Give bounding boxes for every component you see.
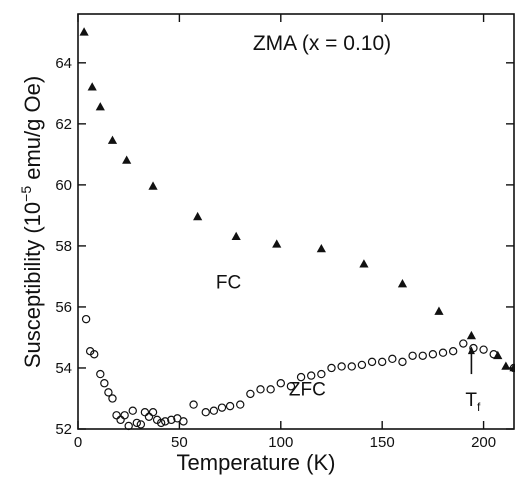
zfc-point — [156, 418, 166, 428]
y-axis: 52 54 56 58 60 62 64 — [55, 55, 514, 438]
zfc-point — [167, 415, 176, 425]
zfc-point — [104, 388, 113, 397]
y-tick-label: 56 — [55, 299, 72, 316]
plot-frame — [77, 13, 515, 430]
tf-arrow-head — [467, 346, 475, 355]
y-tick-label: 62 — [55, 116, 72, 133]
series-label-zfc: ZFC — [289, 379, 326, 400]
zfc-point — [132, 418, 142, 428]
zfc-point — [236, 400, 245, 409]
fc-point — [359, 259, 369, 268]
zfc-point — [276, 379, 285, 388]
zfc-point — [96, 369, 105, 379]
tf-label: Tf — [465, 390, 481, 414]
zfc-point — [209, 406, 219, 415]
tf-annotation: Tf — [465, 346, 481, 414]
y-axis-title-unit: emu/g Oe) — [20, 76, 45, 186]
zfc-point — [108, 394, 117, 403]
zfc-point — [307, 371, 316, 380]
zfc-point — [367, 357, 377, 367]
zfc-point — [112, 411, 121, 420]
zfc-point — [246, 389, 255, 399]
zfc-point — [128, 406, 137, 415]
y-tick-label: 58 — [55, 238, 72, 255]
chart-title: ZMA (x = 0.10) — [253, 32, 391, 55]
zfc-point — [377, 357, 387, 367]
x-axis: 0 50 100 150 200 — [74, 14, 496, 451]
zfc-point — [479, 345, 488, 354]
fc-point — [434, 306, 444, 315]
fc-point — [107, 135, 118, 144]
y-tick-label: 52 — [55, 421, 72, 438]
zfc-point — [81, 314, 91, 324]
fc-point — [193, 211, 203, 221]
fc-point — [466, 330, 477, 340]
series-fc — [79, 27, 515, 372]
zfc-point — [189, 400, 198, 409]
fc-point — [87, 82, 97, 91]
fc-point — [79, 27, 89, 36]
zfc-point — [459, 339, 468, 348]
x-tick-label: 50 — [171, 434, 188, 451]
zfc-point — [418, 351, 427, 360]
zfc-point — [256, 385, 265, 394]
fc-point — [231, 231, 241, 241]
fc-point — [148, 181, 158, 190]
fc-point — [122, 155, 132, 164]
zfc-point — [136, 420, 146, 429]
y-axis-title: Susceptibility (10−5 emu/g Oe) — [18, 76, 45, 368]
zfc-point — [124, 421, 133, 431]
tf-label-subscript: f — [477, 400, 481, 414]
x-tick-label: 0 — [74, 434, 82, 451]
y-axis-title-exponent: −5 — [18, 186, 34, 202]
zfc-point — [201, 408, 210, 417]
zfc-point — [225, 401, 235, 411]
zfc-point — [509, 363, 515, 373]
series-zfc — [81, 314, 515, 431]
zfc-point — [448, 346, 458, 356]
x-tick-label: 150 — [370, 434, 395, 451]
zfc-point — [438, 348, 448, 357]
fc-point — [316, 243, 326, 253]
zfc-point — [489, 350, 498, 359]
x-tick-label: 100 — [268, 434, 293, 451]
fc-point — [272, 239, 282, 248]
zfc-point — [337, 362, 346, 371]
fc-point — [95, 102, 105, 111]
fc-point — [397, 279, 408, 288]
zfc-point — [90, 350, 99, 359]
zfc-point — [428, 350, 438, 359]
x-axis-title: Temperature (K) — [177, 450, 336, 475]
zfc-point — [327, 363, 336, 373]
fc-point — [501, 361, 511, 370]
zfc-point — [286, 382, 296, 391]
x-tick-label: 200 — [471, 434, 496, 451]
zfc-point — [144, 412, 154, 421]
zfc-point — [120, 411, 129, 420]
zfc-point — [357, 360, 367, 370]
zfc-point — [398, 357, 407, 367]
zfc-point — [217, 403, 227, 412]
zfc-point — [148, 408, 158, 417]
zfc-point — [160, 417, 170, 426]
zfc-point — [179, 417, 188, 426]
y-axis-title-main: Susceptibility (10 — [20, 202, 45, 368]
zfc-point — [140, 408, 150, 417]
y-tick-label: 64 — [55, 55, 72, 72]
y-tick-label: 54 — [55, 360, 72, 377]
tf-label-main: T — [465, 390, 477, 411]
zfc-point — [317, 369, 326, 379]
zfc-point — [100, 379, 109, 388]
zfc-point — [266, 385, 275, 394]
zfc-point — [116, 415, 125, 425]
series-label-fc: FC — [216, 273, 241, 294]
zfc-point — [388, 354, 397, 364]
y-tick-label: 60 — [55, 177, 72, 194]
zfc-point — [408, 351, 417, 360]
zfc-point — [296, 372, 306, 382]
zfc-point — [347, 362, 356, 371]
